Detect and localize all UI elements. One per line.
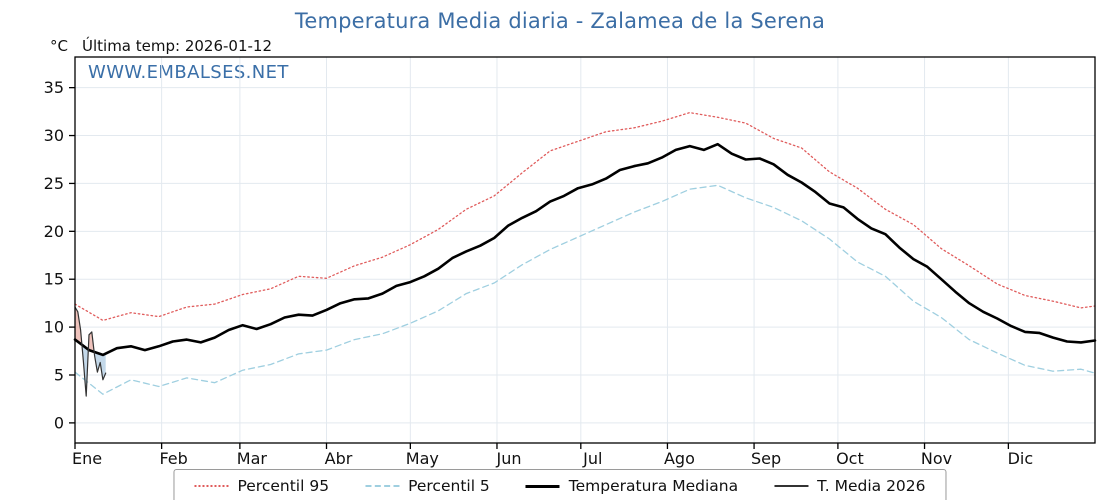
svg-text:20: 20: [44, 222, 64, 241]
svg-text:30: 30: [44, 126, 64, 145]
legend-entry-media-2026: T. Media 2026: [774, 477, 926, 495]
svg-text:10: 10: [44, 318, 64, 337]
svg-text:Nov: Nov: [921, 449, 952, 468]
svg-text:15: 15: [44, 270, 64, 289]
percentil-5-line-sample: [365, 485, 400, 487]
legend-entry-percentil-5: Percentil 5: [365, 477, 490, 495]
chart-title: Temperatura Media diaria - Zalamea de la…: [294, 9, 826, 33]
legend-label: Temperatura Mediana: [568, 477, 739, 495]
svg-text:Jul: Jul: [582, 449, 602, 468]
svg-text:Mar: Mar: [237, 449, 268, 468]
svg-text:Jun: Jun: [495, 449, 521, 468]
last-temp-label: Última temp: 2026-01-12: [82, 37, 273, 55]
legend-entry-mediana: Temperatura Mediana: [525, 477, 739, 495]
legend: Percentil 95 Percentil 5 Temperatura Med…: [173, 469, 947, 500]
svg-text:Dic: Dic: [1008, 449, 1034, 468]
watermark-text: WWW.EMBALSES.NET: [88, 62, 289, 83]
svg-text:Ago: Ago: [664, 449, 695, 468]
svg-text:May: May: [406, 449, 439, 468]
percentil-95-line-sample: [194, 485, 229, 487]
svg-text:35: 35: [44, 78, 64, 97]
legend-entry-percentil-95: Percentil 95: [194, 477, 329, 495]
svg-text:0: 0: [54, 413, 64, 432]
svg-text:Oct: Oct: [836, 449, 864, 468]
svg-text:25: 25: [44, 174, 64, 193]
svg-text:Feb: Feb: [159, 449, 187, 468]
media-2026-line-sample: [774, 485, 809, 487]
svg-text:5: 5: [54, 365, 64, 384]
y-axis-unit-label: °C: [50, 37, 68, 55]
svg-text:Abr: Abr: [325, 449, 353, 468]
svg-text:Sep: Sep: [751, 449, 781, 468]
legend-label: Percentil 5: [408, 477, 490, 495]
mediana-line-sample: [525, 484, 560, 488]
legend-label: Percentil 95: [237, 477, 330, 495]
legend-label: T. Media 2026: [817, 477, 926, 495]
svg-text:Ene: Ene: [72, 449, 102, 468]
